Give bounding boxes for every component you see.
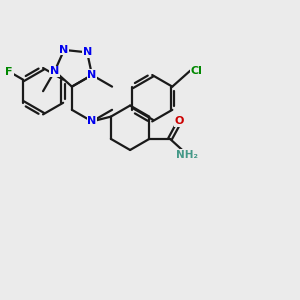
Text: N: N xyxy=(87,116,97,126)
Text: N: N xyxy=(82,47,92,57)
Text: N: N xyxy=(87,116,97,126)
Text: F: F xyxy=(5,67,13,77)
Text: Cl: Cl xyxy=(190,66,202,76)
Text: N: N xyxy=(50,66,59,76)
Text: NH₂: NH₂ xyxy=(176,150,199,160)
Text: N: N xyxy=(59,45,69,55)
Text: O: O xyxy=(175,116,184,126)
Text: N: N xyxy=(87,70,97,80)
